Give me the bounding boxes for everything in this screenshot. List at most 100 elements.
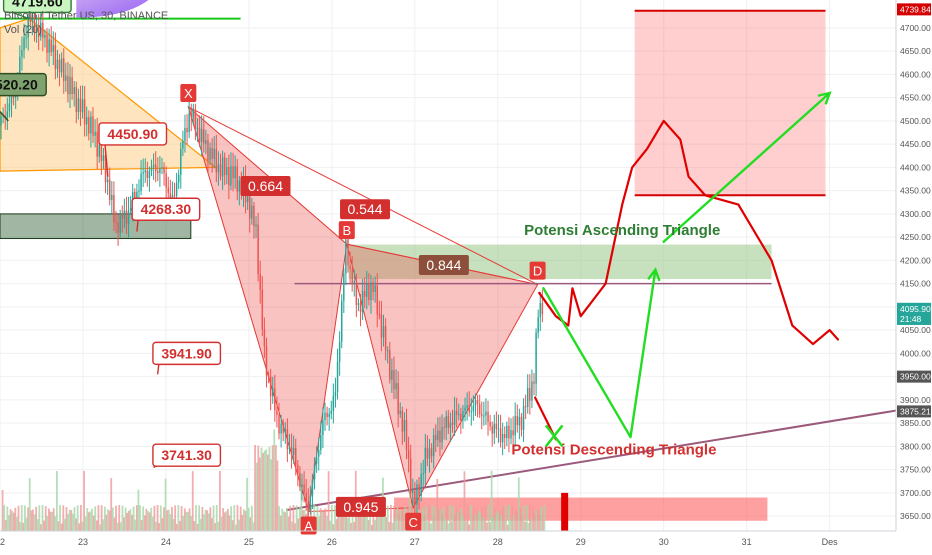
volume-bar [390,505,392,531]
candle-body [129,207,132,211]
candle-body [35,28,38,33]
volume-bar [358,507,360,531]
volume-bar [489,522,491,531]
candle-body [21,50,23,57]
candle-body [27,16,29,38]
volume-bar [282,511,285,531]
volume-bar [209,507,212,531]
volume-bar [538,514,541,531]
volume-bar [155,521,157,531]
volume-bar [372,505,375,531]
volume-bar [295,505,298,531]
volume-bar [230,506,233,531]
volume-bar [326,515,328,531]
volume-bar [348,505,351,531]
candle-body [19,56,21,80]
volume-bar [35,506,38,531]
candle-body [238,180,241,192]
candle-body [79,98,82,113]
price-callout-box [98,122,168,146]
volume-bar [254,445,256,531]
volume-bar [495,512,498,531]
volume-bar [140,520,143,531]
candle-body [445,416,447,428]
harmonic-point-badge [180,83,197,102]
volume-bar [274,445,277,531]
volume-bar [476,509,479,531]
harmonic-line-xd [188,106,538,286]
volume-bar [84,516,87,531]
y-tick-label: 3850.00 [900,418,931,428]
candle-body [184,127,186,142]
y-tick-label: 3900.00 [900,395,931,405]
volume-bar [482,517,485,531]
fib-ratio-label: 0.544 [348,201,383,217]
volume-bar [423,516,426,531]
volume-bar [279,515,282,531]
candle-body [399,410,401,414]
volume-bar [206,510,209,531]
candle-body [315,456,318,464]
candle-body [85,117,88,125]
volume-bar [158,523,161,531]
candle-body [529,387,531,401]
volume-bar [260,447,263,531]
volume-bar [434,507,437,531]
harmonic-point-label: B [342,223,351,238]
volume-bar [134,519,137,531]
volume-bar [183,508,186,531]
candle-body [347,239,349,266]
candle-body [481,414,483,416]
volume-bar [500,514,503,531]
candle-body [6,111,9,118]
candle-body [284,429,287,433]
candle-body [483,415,485,417]
candle-body [397,383,399,414]
candle-body [261,289,264,330]
candle-body [52,45,55,52]
candle-body [403,420,406,432]
volume-bar [223,512,226,531]
candle-body [299,472,301,487]
candle-body [449,422,452,428]
candle-body [343,273,345,301]
candle-body [320,435,322,450]
volume-bar [20,505,23,531]
candle-body [535,332,537,384]
volume-bar [426,521,429,531]
candle-body [173,195,176,197]
candle-body [305,492,307,501]
volume-bar [289,505,292,531]
volume-bar [8,515,10,531]
volume-bar [332,524,335,531]
candle-body [228,167,230,186]
candle-body [111,194,113,201]
volume-bar [543,505,546,531]
candle-body [520,416,523,430]
volume-bar [222,507,225,531]
volume-bar [123,517,125,531]
volume-bar [150,507,153,531]
candle-body [503,433,506,438]
volume-bar [322,511,325,531]
volume-bar [143,515,146,531]
candle-body [330,410,333,414]
volume-bar [139,505,141,531]
candle-body [301,484,303,487]
purple-arc [76,0,149,18]
candle-body [257,224,259,275]
candle-body [372,282,374,293]
volume-bar [211,518,213,531]
candle-body [136,191,138,199]
volume-bar [398,513,400,531]
price-tag-label: 3875.21 [900,406,931,416]
candle-body [441,427,443,443]
volume-bar [86,508,89,531]
candle-body [230,166,232,186]
volume-bar [119,522,122,531]
volume-bar [258,457,261,531]
volume-bar [241,514,244,531]
candle-body [10,93,13,104]
volume-bar [198,505,201,531]
volume-bar [203,514,205,531]
